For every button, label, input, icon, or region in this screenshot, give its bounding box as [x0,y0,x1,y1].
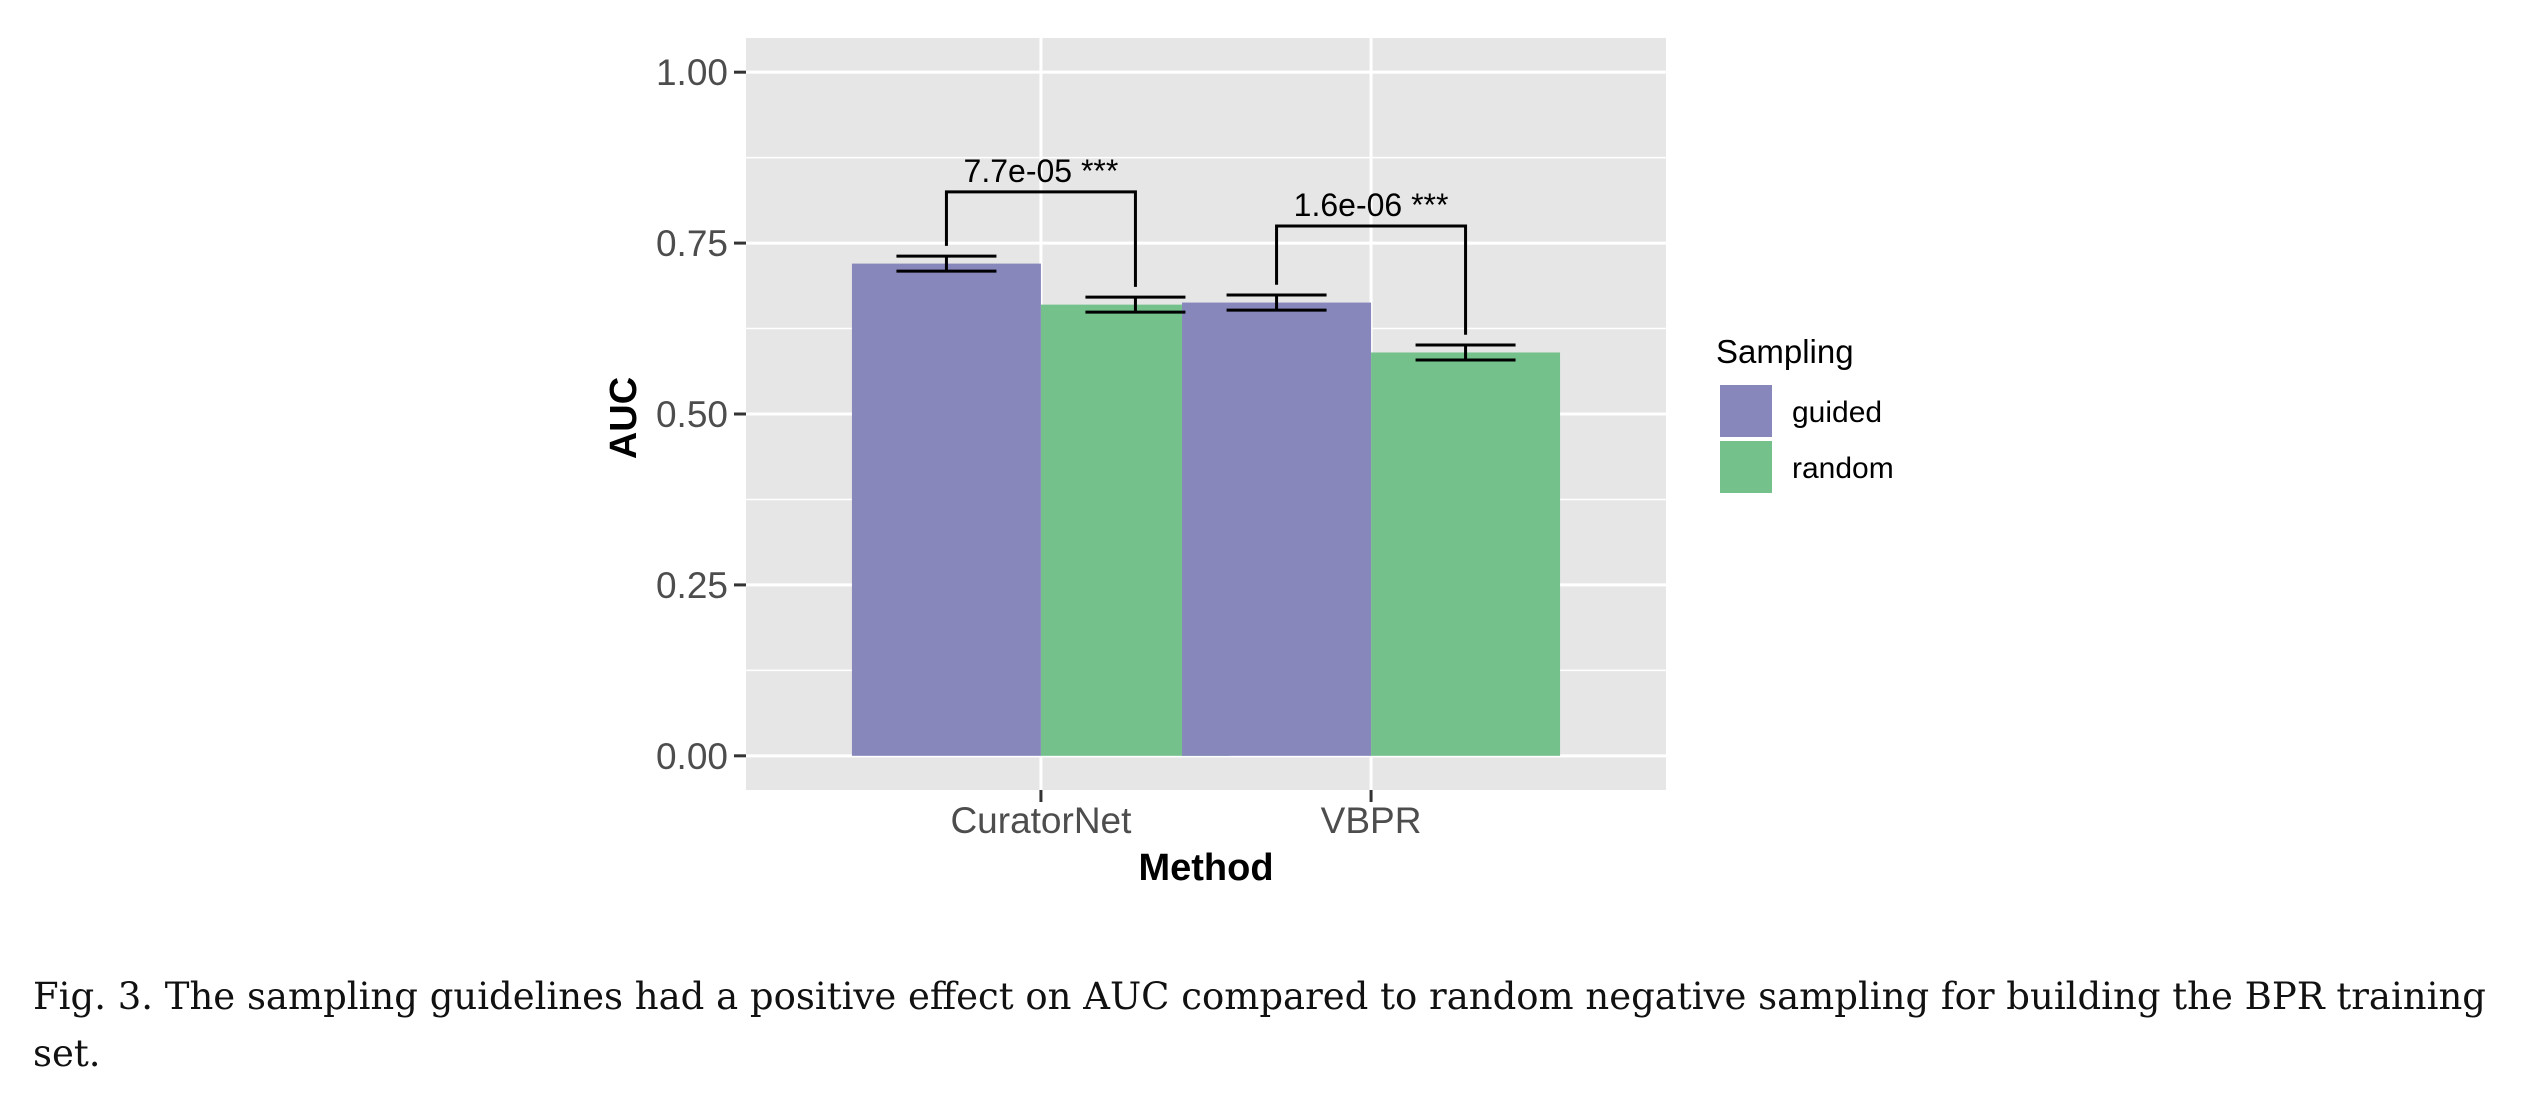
y-axis: 0.00 0.25 0.50 0.75 1.00 [656,52,746,777]
significance-label-VBPR: 1.6e-06 *** [1294,187,1449,223]
significance-label-CuratorNet: 7.7e-05 *** [964,153,1119,189]
bar-chart: 7.7e-05 *** 1.6e-06 *** 0.00 0.25 0.50 0.75 1… [603,38,1894,889]
legend: Sampling guided random [1716,333,1894,493]
legend-label-random: random [1792,452,1894,485]
y-tick-label: 0.00 [656,736,728,777]
legend-key-random [1720,441,1772,493]
significance-bracket-CuratorNet [944,190,1137,287]
bar-guided-CuratorNet [851,263,1041,756]
legend-key-guided [1720,385,1772,437]
x-tick-label: CuratorNet [950,800,1132,841]
legend-title: Sampling [1716,333,1854,370]
y-tick-label: 1.00 [656,52,728,93]
y-tick-label: 0.25 [656,565,728,606]
significance-annotations: 7.7e-05 *** 1.6e-06 *** [944,153,1468,335]
error-bars-group [896,254,1516,362]
legend-label-guided: guided [1792,396,1882,429]
significance-bracket-VBPR [1275,224,1468,335]
y-tick-label: 0.75 [656,223,728,264]
y-tick-label: 0.50 [656,394,728,435]
figure-caption: Fig. 3. The sampling guidelines had a po… [33,975,2486,1075]
bar-random-VBPR [1371,352,1561,756]
y-axis-title: AUC [603,377,645,459]
x-axis: CuratorNet VBPR [950,790,1421,841]
x-tick-label: VBPR [1321,800,1422,841]
x-axis-title: Method [1138,847,1273,889]
bars-group [851,263,1561,756]
bar-guided-VBPR [1182,302,1372,756]
